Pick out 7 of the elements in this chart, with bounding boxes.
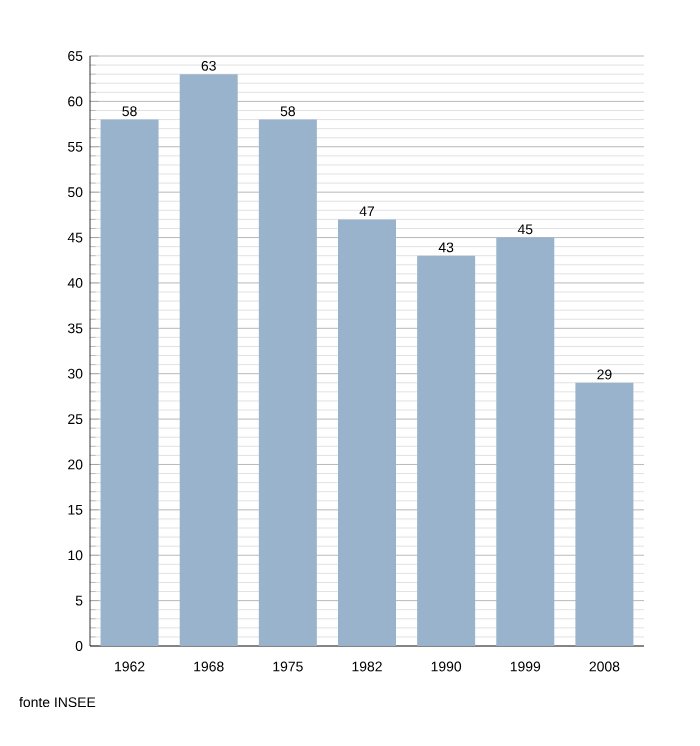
- bar: [179, 74, 238, 646]
- bar: [496, 237, 555, 646]
- bar: [337, 219, 396, 646]
- bar: [417, 255, 476, 646]
- bar: [575, 382, 634, 646]
- bar: [258, 119, 317, 646]
- bar: [100, 119, 159, 646]
